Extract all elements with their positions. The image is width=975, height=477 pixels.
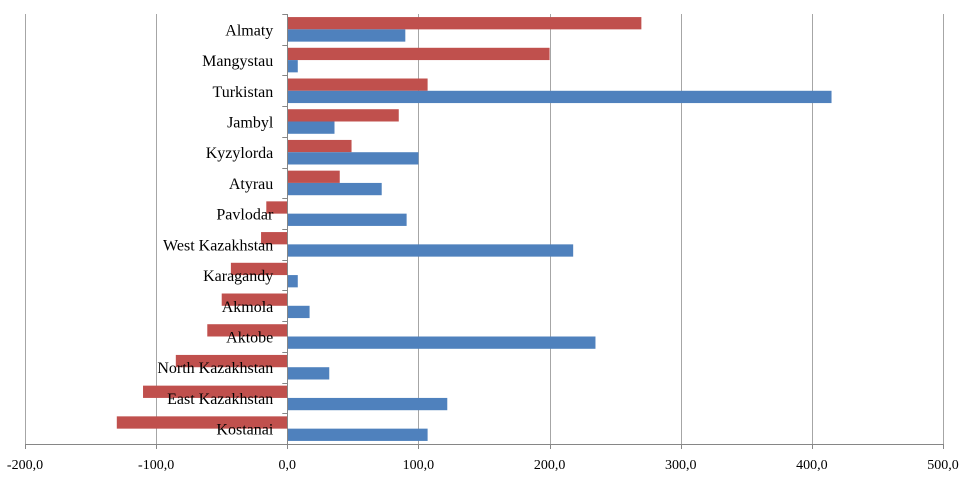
category-label: Almaty bbox=[225, 22, 273, 39]
x-tick-labels: -200,0 -100,0 0,0 100,0 200,0 300,0 400,0 500,0 bbox=[7, 458, 959, 473]
bar-series2 bbox=[287, 367, 330, 380]
category-label: North Kazakhstan bbox=[157, 360, 273, 377]
bar-series2 bbox=[287, 428, 428, 441]
x-tick-label: 300,0 bbox=[665, 458, 697, 473]
x-tick-label: -100,0 bbox=[138, 458, 174, 473]
bar-series1 bbox=[175, 354, 288, 368]
bar-series1 bbox=[207, 324, 288, 337]
category-labels: Almaty Mangystau Turkistan Jambyl Kyzylorda A… bbox=[157, 22, 274, 438]
x-tick-label: 100,0 bbox=[403, 458, 435, 473]
category-label: Pavlodar bbox=[216, 207, 274, 224]
x-tick-label: 400,0 bbox=[796, 458, 828, 473]
bar-series1 bbox=[287, 17, 642, 30]
bar-series1 bbox=[287, 170, 340, 183]
axes bbox=[25, 14, 944, 449]
bar-series2 bbox=[287, 213, 407, 226]
category-label: Kyzylorda bbox=[206, 145, 274, 162]
bar-series1 bbox=[261, 232, 288, 245]
bar-series2 bbox=[287, 90, 832, 104]
bar-series1 bbox=[143, 385, 288, 398]
gridlines bbox=[25, 14, 944, 444]
x-tick-label: -200,0 bbox=[7, 458, 43, 473]
bar-series1 bbox=[287, 109, 399, 122]
x-tick-label: 0,0 bbox=[279, 458, 297, 473]
category-label: Aktobe bbox=[226, 330, 273, 347]
category-label: Karagandy bbox=[203, 268, 273, 285]
category-label: East Kazakhstan bbox=[167, 391, 273, 408]
bar-series2 bbox=[287, 336, 596, 349]
bar-series2 bbox=[287, 182, 382, 196]
bar-series1 bbox=[230, 262, 288, 276]
category-label: Kostanai bbox=[216, 422, 273, 439]
bar-series1 bbox=[287, 139, 352, 153]
bar-series2 bbox=[287, 244, 574, 257]
bar-series2 bbox=[287, 275, 298, 288]
bar-series2 bbox=[287, 152, 419, 165]
category-label: Atyrau bbox=[229, 176, 273, 193]
bar-series1 bbox=[266, 201, 288, 214]
bar-series2 bbox=[287, 29, 406, 42]
bar-series2 bbox=[287, 60, 298, 73]
bar-series1 bbox=[287, 47, 550, 61]
category-label: Turkistan bbox=[213, 84, 274, 101]
category-label: Akmola bbox=[222, 299, 274, 316]
bars bbox=[116, 17, 832, 441]
x-tick-label: 200,0 bbox=[534, 458, 566, 473]
category-label: Jambyl bbox=[227, 115, 274, 132]
bar-series1 bbox=[287, 78, 428, 91]
bar-series2 bbox=[287, 305, 310, 319]
bar-series2 bbox=[287, 397, 448, 411]
bar-series1 bbox=[116, 416, 288, 429]
bar-series2 bbox=[287, 121, 335, 134]
category-label: Mangystau bbox=[202, 53, 273, 70]
x-tick-label: 500,0 bbox=[927, 458, 959, 473]
bar-series1 bbox=[221, 293, 288, 306]
category-label: West Kazakhstan bbox=[163, 237, 273, 254]
